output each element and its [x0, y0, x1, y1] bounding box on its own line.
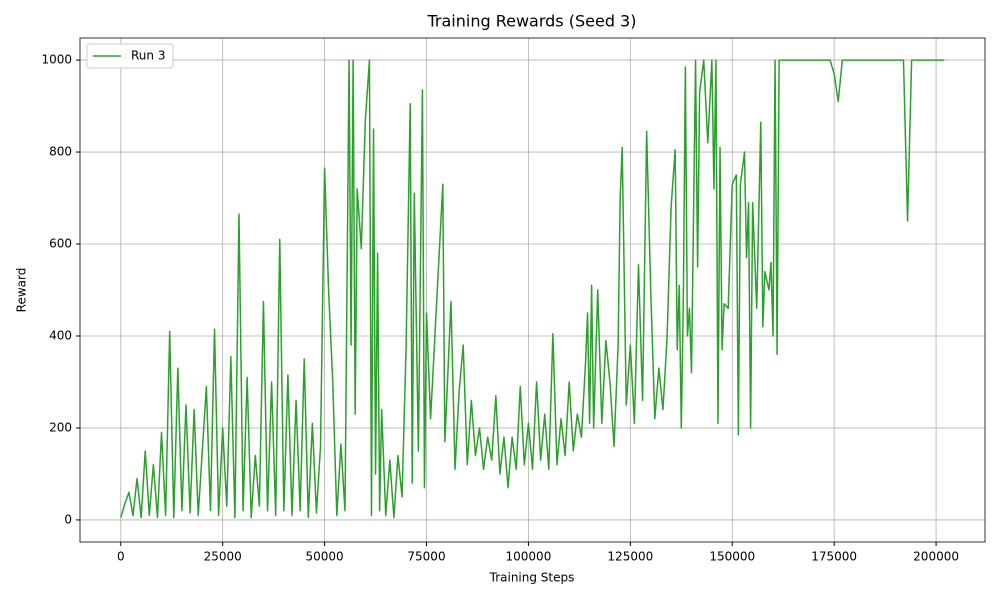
- x-tick-label: 125000: [607, 550, 653, 564]
- y-tick-label: 600: [49, 237, 72, 251]
- x-tick-label: 175000: [811, 550, 857, 564]
- x-axis-label: Training Steps: [489, 571, 575, 585]
- y-tick-label: 0: [64, 512, 72, 526]
- x-tick-label: 200000: [913, 550, 959, 564]
- plot-frame: [79, 37, 986, 543]
- y-tick-label: 200: [49, 420, 72, 434]
- x-tick-label: 50000: [306, 550, 344, 564]
- y-tick-label: 800: [49, 145, 72, 159]
- data-line: [120, 59, 945, 519]
- chart-title: Training Rewards (Seed 3): [427, 12, 637, 31]
- y-tick-label: 1000: [41, 53, 72, 67]
- y-axis-label: Reward: [15, 268, 29, 313]
- x-tick-label: 150000: [709, 550, 755, 564]
- x-tick-label: 25000: [204, 550, 242, 564]
- y-tick-label: 400: [49, 328, 72, 342]
- x-tick-label: 75000: [407, 550, 445, 564]
- legend-label: Run 3: [131, 49, 165, 63]
- x-tick-label: 0: [117, 550, 125, 564]
- x-tick-label: 100000: [506, 550, 552, 564]
- legend-box: [86, 43, 174, 69]
